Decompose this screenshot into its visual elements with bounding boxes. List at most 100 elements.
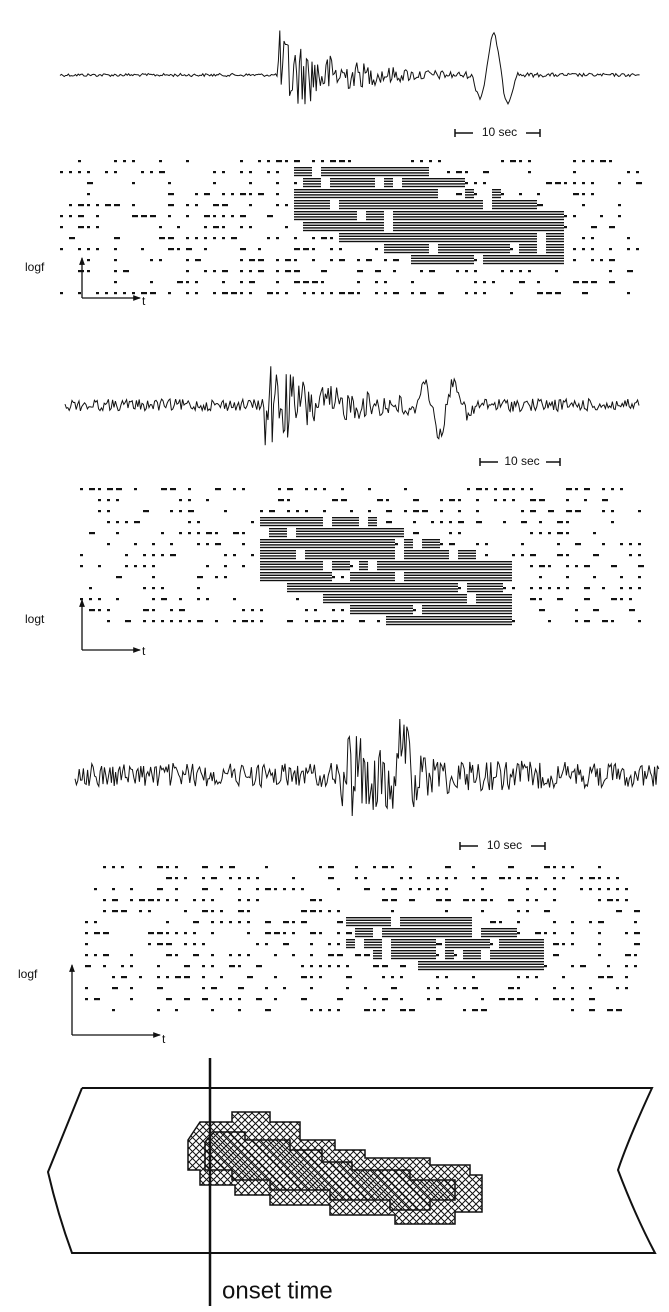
energy-cell [456,225,465,226]
energy-cell [492,263,501,264]
energy-cell [445,953,454,954]
energy-cell [393,225,402,226]
energy-cell [260,558,269,559]
energy-cell [456,219,465,220]
energy-cell [438,216,447,217]
spectrum-dot [377,620,380,622]
energy-cell [422,616,431,617]
energy-cell [269,525,278,526]
energy-cell [348,238,357,239]
spectrum-dot [139,976,142,978]
energy-cell [393,230,402,231]
energy-cell [465,252,474,253]
spectrum-dot [539,576,542,578]
spectrum-dot [319,910,322,912]
spectrum-dot [267,292,273,294]
spectrum-dot [222,292,228,294]
spectrum-dot [638,543,641,545]
energy-cell [377,539,386,540]
spectrum-dot [474,270,477,272]
energy-cell [400,955,409,956]
energy-cell [411,172,420,173]
spectrum-dot [283,888,286,890]
spectrum-dot [474,259,477,261]
spectrum-dot [132,204,135,206]
energy-cell [476,610,485,611]
energy-cell [429,241,438,242]
energy-cell [427,944,436,945]
spectrum-dot [78,292,81,294]
energy-cell [321,189,330,190]
energy-cell [404,580,413,581]
spectrum-dot [98,510,101,512]
spectrum-dot [465,270,468,272]
spectrum-dot [215,532,218,534]
spectrum-dot [285,204,288,206]
spectrum-dot [508,987,514,989]
energy-cell [472,955,481,956]
spectrum-dot [114,171,117,173]
energy-cell [339,219,348,220]
spectrum-dot [107,521,110,523]
energy-cell [287,564,296,565]
energy-cell [409,931,418,932]
energy-cell [332,522,341,523]
energy-cell [278,528,287,529]
spectrum-dot [472,976,475,978]
energy-cell [384,208,393,209]
energy-cell [449,621,458,622]
energy-cell [368,558,377,559]
energy-cell [555,225,564,226]
spectrum-dot [409,866,412,868]
spectrum-dot [206,598,209,600]
spectrum-dot [629,609,635,611]
spectrum-dot [132,215,138,217]
energy-cell [429,183,438,184]
spectrum-dot [566,565,569,567]
energy-cell [528,208,537,209]
spectrum-dot [490,943,493,945]
spectrum-dot [436,899,442,901]
spectrum-dot [195,204,198,206]
energy-cell [312,214,321,215]
energy-cell [517,964,526,965]
energy-cell [404,586,413,587]
spectrum-dot [287,620,293,622]
energy-cell [332,558,341,559]
energy-cell [366,167,375,168]
energy-cell [454,933,463,934]
energy-cell [305,533,314,534]
energy-cell [458,621,467,622]
energy-cell [519,236,528,237]
energy-cell [348,205,357,206]
spectrum-dot [573,171,576,173]
scale-label: 10 sec [482,125,517,139]
spectrum-dot [94,932,100,934]
spectrum-dot [582,182,585,184]
spectrum-dot [476,521,482,523]
spectrum-dot [598,866,601,868]
energy-cell [501,255,510,256]
spectrum-dot [427,998,430,1000]
spectrum-dot [175,954,178,956]
energy-cell [312,178,321,179]
spectrum-dot [348,160,351,162]
spectrum-dot [238,954,241,956]
spectrum-dot [222,193,225,195]
energy-cell [287,572,296,573]
spectrum-dot [238,899,241,901]
energy-cell [447,227,456,228]
energy-cell [458,569,467,570]
spectrum-dot [346,976,352,978]
spectrum-dot [249,171,252,173]
spectrum-dot [481,888,484,890]
energy-cell [400,944,409,945]
energy-cell [413,569,422,570]
energy-cell [404,583,413,584]
energy-cell [418,928,427,929]
energy-cell [476,605,485,606]
spectrum-dot [555,270,558,272]
spectrum-dot [301,910,307,912]
spectrum-dot [179,532,182,534]
spectrum-dot [240,292,243,294]
